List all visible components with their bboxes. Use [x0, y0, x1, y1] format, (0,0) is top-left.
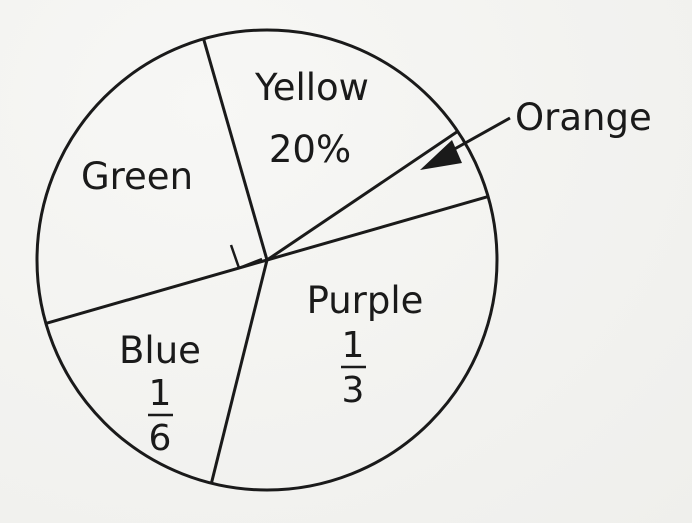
right-angle-marker — [231, 245, 262, 268]
fraction-numerator-purple: 1 — [342, 325, 365, 366]
slice-value-yellow: 20% — [269, 128, 351, 171]
orange-arrow-head — [420, 140, 462, 170]
slice-label-yellow: Yellow — [254, 66, 369, 109]
slice-label-purple: Purple — [307, 279, 424, 322]
slice-label-green: Green — [81, 155, 193, 198]
slice-boundary-blue — [211, 260, 267, 483]
slice-label-orange: Orange — [515, 96, 652, 139]
slice-boundary-purple — [267, 197, 488, 260]
fraction-denominator-blue: 6 — [149, 418, 172, 459]
fraction-denominator-purple: 3 — [342, 370, 365, 411]
slice-label-blue: Blue — [119, 329, 201, 372]
slice-boundary-green — [46, 260, 267, 323]
fraction-numerator-blue: 1 — [149, 373, 172, 414]
